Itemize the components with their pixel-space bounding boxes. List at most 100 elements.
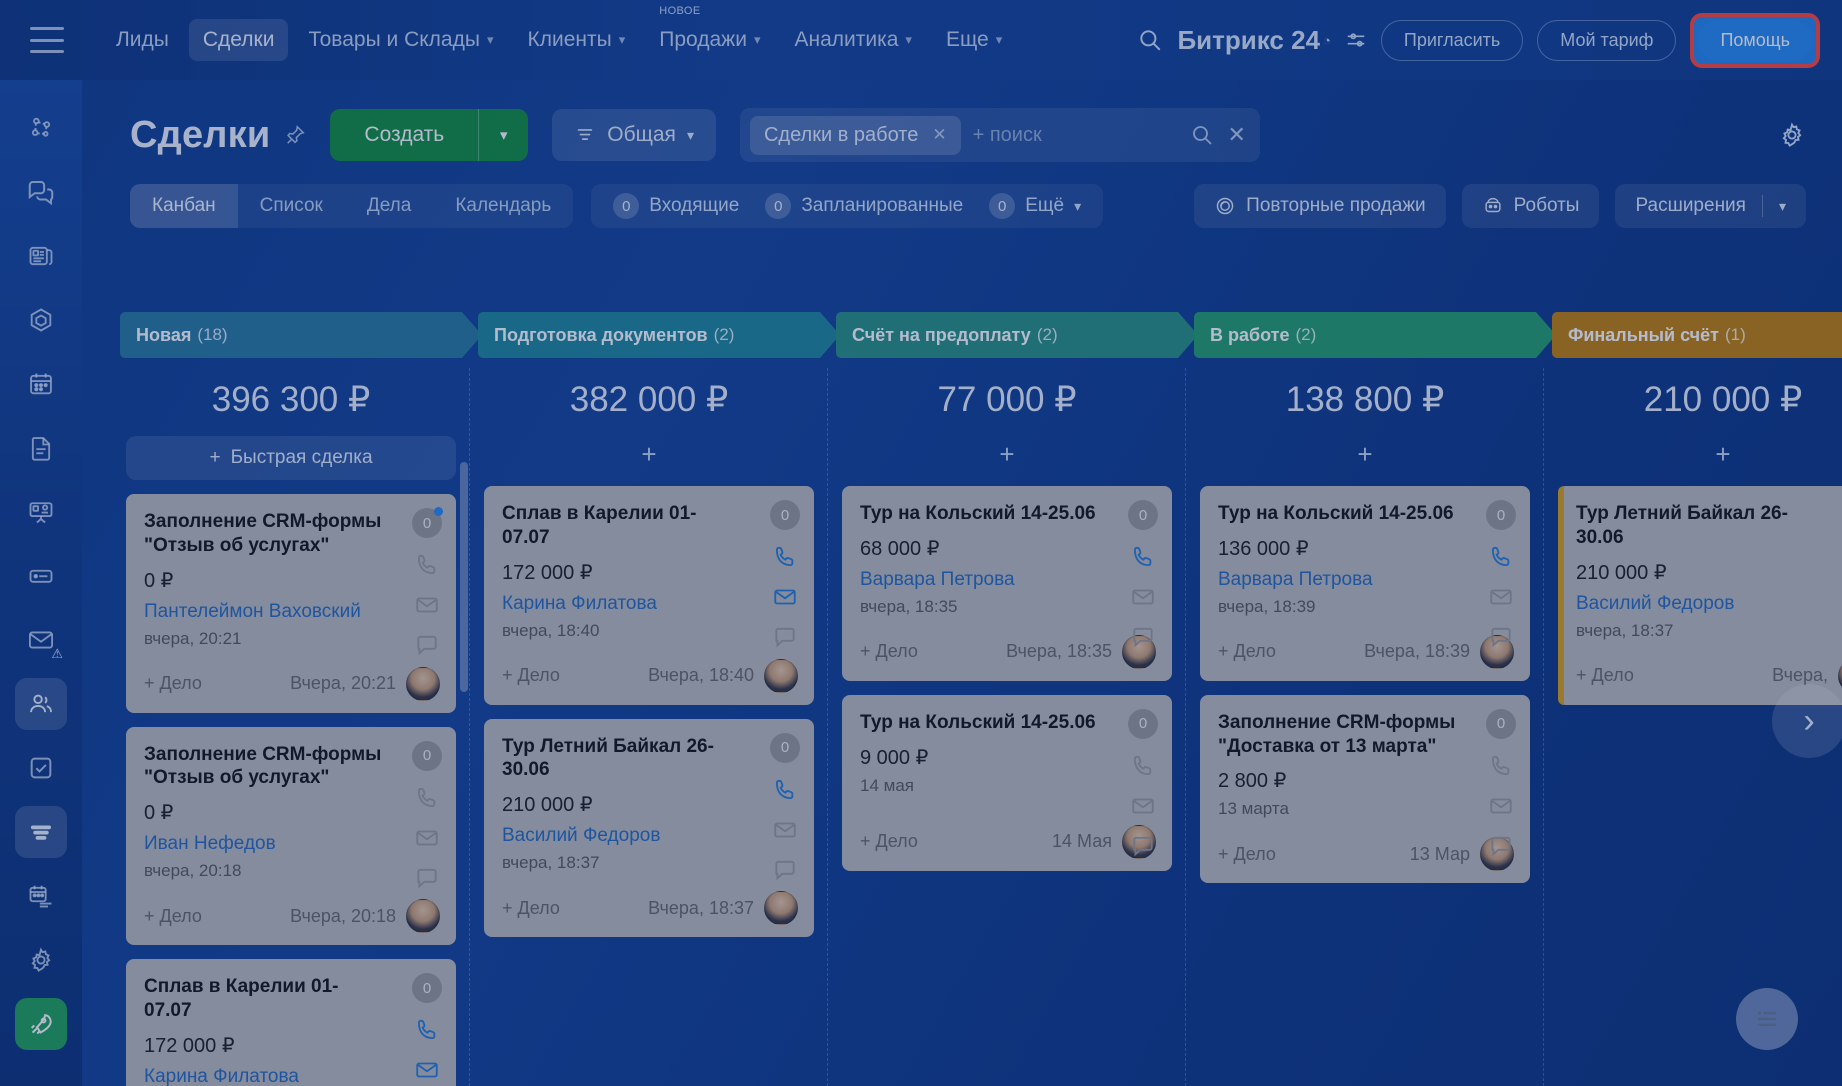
phone-icon[interactable]	[414, 552, 440, 578]
search-bar[interactable]: Сделки в работе ✕ + поиск ✕	[739, 108, 1260, 162]
deal-contact[interactable]: Варвара Петрова	[1218, 568, 1373, 590]
phone-icon[interactable]	[1130, 753, 1156, 779]
nav-item-2[interactable]: Товары и Склады ▾	[294, 19, 507, 61]
phone-icon[interactable]	[1488, 753, 1514, 779]
deal-card[interactable]: Заполнение CRM-формы "Отзыв об услугах" 0…	[126, 494, 456, 713]
mail-icon[interactable]	[1488, 584, 1514, 610]
mail-icon[interactable]	[1130, 584, 1156, 610]
chat-icon[interactable]	[414, 632, 440, 658]
mail-icon[interactable]	[772, 817, 798, 843]
planner-icon[interactable]	[15, 870, 67, 922]
add-activity-link[interactable]: + Дело	[1576, 665, 1634, 685]
add-card-button[interactable]: +	[1715, 438, 1731, 469]
deal-card[interactable]: Тур Летний Байкал 26-30.06 210 000 ₽ Васил…	[1558, 486, 1842, 705]
settings-icon[interactable]	[15, 934, 67, 986]
counter-2[interactable]: 0 Ещё ▾	[989, 193, 1081, 219]
add-card-button[interactable]: +	[1357, 438, 1373, 469]
deal-card[interactable]: Тур на Кольский 14-25.06 136 000 ₽ Варвара…	[1200, 486, 1530, 681]
tab-1[interactable]: Список	[259, 195, 323, 216]
tab-0[interactable]: Канбан	[130, 184, 238, 228]
search-icon[interactable]	[1137, 27, 1163, 53]
add-activity-link[interactable]: + Дело	[860, 641, 918, 662]
calendar-icon[interactable]	[15, 358, 67, 410]
sliders-icon[interactable]	[1345, 29, 1367, 51]
document-icon[interactable]	[15, 422, 67, 474]
mail-icon[interactable]	[1130, 793, 1156, 819]
phone-icon[interactable]	[414, 1017, 440, 1043]
activity-count-badge[interactable]: 0	[770, 500, 800, 530]
counter-0[interactable]: 0 Входящие	[613, 193, 739, 219]
activity-count-badge[interactable]: 0	[412, 740, 442, 771]
activity-count-badge[interactable]: 0	[1486, 500, 1516, 530]
avatar[interactable]	[1838, 658, 1842, 693]
mail-icon[interactable]	[414, 1057, 440, 1083]
network-icon[interactable]	[15, 102, 67, 154]
avatar[interactable]	[1480, 837, 1514, 872]
mail-icon[interactable]	[414, 592, 440, 618]
chat-icon[interactable]	[772, 857, 798, 883]
next-column-arrow[interactable]: ›	[1772, 684, 1842, 758]
column-header[interactable]: В работе (2)	[1194, 312, 1556, 358]
add-activity-link[interactable]: + Дело	[502, 897, 560, 918]
column-header[interactable]: Подготовка документов (2)	[478, 312, 840, 358]
add-activity-link[interactable]: + Дело	[1218, 843, 1276, 864]
deal-card[interactable]: Тур Летний Байкал 26-30.06 210 000 ₽ Васил…	[484, 718, 814, 937]
deal-contact[interactable]: Карина Филатова	[502, 592, 657, 614]
mail-icon[interactable]: ⚠	[15, 614, 67, 666]
add-activity-link[interactable]: + Дело	[144, 905, 202, 926]
deal-card[interactable]: Заполнение CRM-формы "Отзыв об услугах" 0…	[126, 726, 456, 945]
activity-count-badge[interactable]: 0	[770, 732, 800, 763]
mail-icon[interactable]	[772, 584, 798, 610]
tasks-icon[interactable]	[15, 742, 67, 794]
contacts-icon[interactable]	[15, 678, 67, 730]
presentation-icon[interactable]	[15, 486, 67, 538]
deal-contact[interactable]: Василий Федоров	[1576, 592, 1735, 614]
avatar[interactable]	[406, 666, 440, 701]
clear-search-icon[interactable]: ✕	[1227, 122, 1246, 147]
gear-icon[interactable]	[1778, 121, 1806, 149]
invite-button[interactable]: Пригласить	[1380, 19, 1524, 61]
help-button[interactable]: Помощь	[1697, 19, 1813, 61]
chat-icon[interactable]	[1488, 624, 1514, 650]
deal-card[interactable]: Тур на Кольский 14-25.06 68 000 ₽ Варвара …	[842, 486, 1172, 681]
quick-deal-button[interactable]: + Быстрая сделка	[126, 436, 456, 480]
add-card-button[interactable]: +	[999, 438, 1015, 469]
rocket-icon[interactable]	[15, 998, 67, 1050]
counter-1[interactable]: 0 Запланированные	[765, 193, 963, 219]
filter-chip[interactable]: Сделки в работе ✕	[749, 115, 961, 155]
view-selector[interactable]: Общая ▾	[552, 109, 716, 161]
add-activity-link[interactable]: + Дело	[144, 673, 202, 693]
deal-contact[interactable]: Варвара Петрова	[860, 568, 1015, 590]
my-tariff-button[interactable]: Мой тариф	[1537, 19, 1677, 61]
list-icon[interactable]	[1736, 988, 1798, 1050]
column-scrollbar[interactable]	[460, 462, 468, 692]
nav-item-3[interactable]: Клиенты ▾	[513, 19, 639, 61]
bitrix-logo[interactable]: Битрикс 24 ◔	[1177, 25, 1330, 56]
pin-icon[interactable]	[284, 124, 306, 146]
mail-icon[interactable]	[1488, 793, 1514, 819]
mail-icon[interactable]	[414, 825, 440, 851]
nav-item-5[interactable]: Аналитика ▾	[780, 19, 925, 61]
deal-contact[interactable]: Василий Федоров	[502, 825, 661, 846]
avatar[interactable]	[764, 891, 798, 925]
activity-count-badge[interactable]: 0	[1128, 500, 1158, 530]
chat-icon[interactable]	[15, 166, 67, 218]
deal-card[interactable]: Тур на Кольский 14-25.06 9 000 ₽ 14 мая + Д…	[842, 694, 1172, 871]
search-icon[interactable]	[1190, 123, 1214, 147]
chat-icon[interactable]	[1488, 833, 1514, 859]
nav-item-4[interactable]: новое Продажи ▾	[645, 5, 774, 61]
chat-icon[interactable]	[772, 624, 798, 650]
nav-item-6[interactable]: Еще ▾	[932, 19, 1016, 61]
extensions-button[interactable]: Расширения ▾	[1615, 184, 1806, 228]
create-button[interactable]: Создать ▾	[330, 109, 529, 161]
activity-count-badge[interactable]: 0	[412, 507, 443, 538]
deal-card[interactable]: Заполнение CRM-формы "Доставка от 13 мар…	[1200, 694, 1530, 884]
chevron-down-icon[interactable]: ▾	[1778, 197, 1786, 214]
phone-icon[interactable]	[772, 544, 798, 570]
avatar[interactable]	[406, 899, 440, 933]
add-activity-link[interactable]: + Дело	[1218, 641, 1276, 662]
add-activity-link[interactable]: + Дело	[860, 831, 918, 852]
nav-item-1[interactable]: Сделки	[188, 19, 289, 61]
chat-icon[interactable]	[1130, 624, 1156, 650]
column-header[interactable]: Новая (18)	[120, 312, 482, 358]
